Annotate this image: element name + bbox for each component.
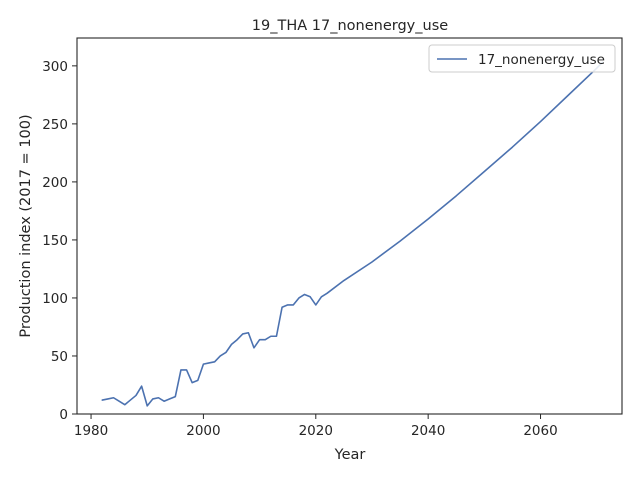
axes-frame [76,37,623,415]
x-tick-label: 2020 [299,423,333,439]
x-tick-label: 2060 [523,423,557,439]
y-axis-label: Production index (2017 = 100) [18,114,34,337]
y-tick-label: 0 [59,407,68,423]
x-axis-label: Year [334,447,366,463]
x-tick-label: 1980 [74,423,108,439]
x-tick-label: 2000 [186,423,220,439]
chart-title: 19_THA 17_nonenergy_use [252,18,448,34]
y-tick-label: 200 [42,175,68,191]
y-tick-label: 50 [51,349,68,365]
x-tick-label: 2040 [411,423,445,439]
y-tick-label: 100 [42,291,68,307]
y-tick-label: 150 [42,233,68,249]
legend-label: 17_nonenergy_use [478,52,605,68]
legend-box [428,44,616,73]
series-line-0 [101,61,604,407]
y-tick-label: 300 [42,59,68,75]
y-tick-label: 250 [42,117,68,133]
plot-area: 1980 2000 2020 2040 2060 0 50 100 150 200 250 300 [42,37,623,439]
legend: 17_nonenergy_use [428,44,616,73]
